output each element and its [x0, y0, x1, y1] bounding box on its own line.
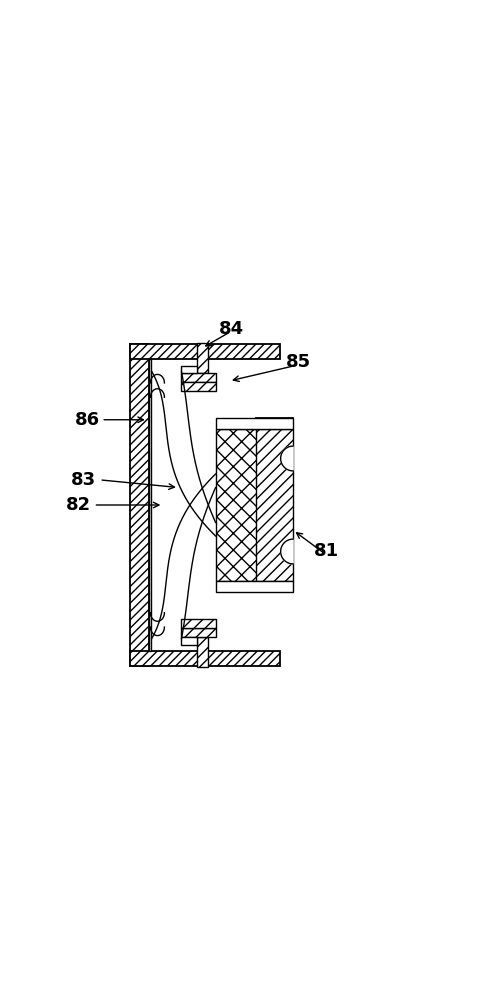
Polygon shape — [280, 446, 293, 471]
Bar — [182, 373, 216, 382]
Bar — [182, 382, 216, 391]
Bar — [198, 637, 208, 667]
Bar — [216, 429, 260, 581]
Text: 82: 82 — [66, 496, 90, 514]
Bar — [182, 365, 198, 373]
Bar — [198, 343, 208, 373]
Text: 81: 81 — [314, 542, 338, 560]
Bar — [130, 344, 149, 666]
Text: 86: 86 — [75, 411, 100, 429]
Bar — [216, 418, 293, 429]
Bar — [130, 344, 280, 359]
Text: 85: 85 — [286, 353, 312, 371]
Text: 83: 83 — [72, 471, 96, 489]
Bar — [256, 418, 293, 592]
Bar — [182, 628, 216, 637]
Bar — [149, 359, 151, 651]
Bar — [182, 637, 198, 645]
Bar — [256, 429, 293, 581]
Bar — [130, 651, 280, 666]
Bar — [216, 581, 293, 592]
Text: 84: 84 — [218, 320, 244, 338]
Polygon shape — [280, 539, 293, 564]
Bar — [182, 619, 216, 628]
